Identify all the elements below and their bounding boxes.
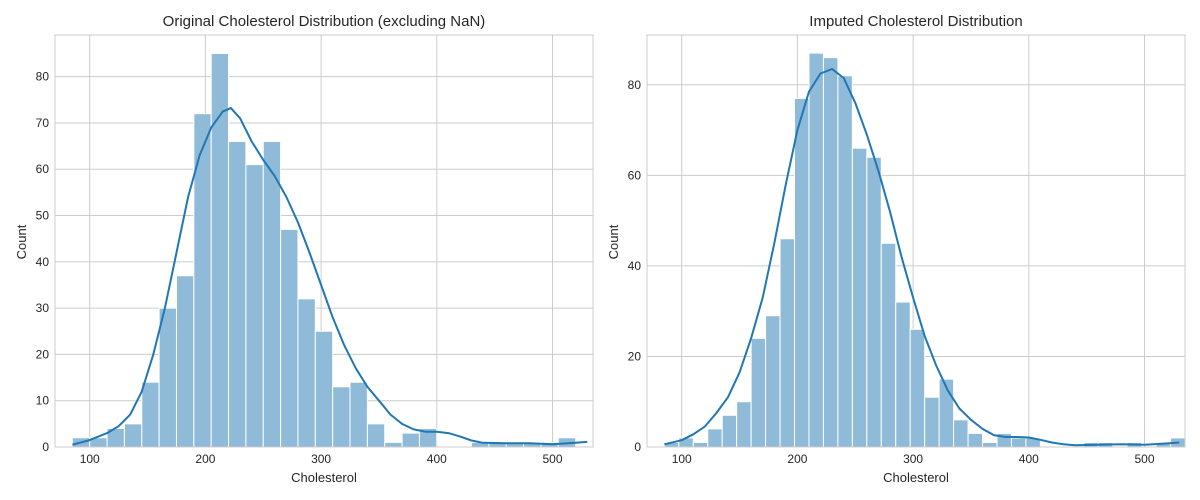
y-tick-label: 60 [36, 162, 50, 176]
histogram-bar [765, 315, 781, 448]
histogram-bar [384, 441, 403, 448]
x-tick-label: 100 [672, 452, 692, 466]
histogram-bar [245, 164, 264, 448]
histogram-bar [297, 298, 316, 448]
histogram-bar [210, 53, 230, 448]
histogram-bar [349, 381, 368, 448]
histogram-bar [808, 52, 824, 448]
histogram-bar [880, 242, 897, 448]
histogram-bar [141, 381, 160, 448]
kde-line [72, 107, 588, 446]
chart-imputed-cholesterol: Imputed Cholesterol Distribution Cholest… [606, 13, 1186, 485]
histogram-bar [953, 419, 969, 448]
histogram-bar [123, 423, 143, 448]
y-tick-label: 20 [628, 349, 642, 363]
x-tick-label: 300 [311, 452, 331, 466]
y-tick-label: 80 [628, 78, 642, 92]
x-tick-label: 200 [195, 452, 215, 466]
y-tick-label: 50 [36, 209, 50, 223]
histogram-bar [851, 147, 868, 448]
histogram-bar [967, 432, 984, 448]
histogram-bar [779, 238, 796, 448]
y-tick-label: 80 [36, 70, 50, 84]
histogram-bar [924, 396, 940, 448]
histogram-bar [314, 330, 334, 448]
histogram-bar [822, 57, 839, 448]
histogram-bar [692, 441, 709, 448]
histogram-bar [736, 401, 752, 448]
y-axis-label: Count [606, 224, 621, 259]
x-tick-label: 300 [903, 452, 923, 466]
x-tick-label: 200 [787, 452, 807, 466]
chart-title: Imputed Cholesterol Distribution [809, 13, 1022, 30]
histogram-bar [332, 386, 351, 448]
x-tick-label: 500 [1134, 452, 1154, 466]
histogram-bar [721, 414, 738, 448]
y-tick-label: 0 [634, 440, 641, 454]
y-tick-label: 20 [36, 347, 50, 361]
histogram-bar [1010, 437, 1027, 448]
plot-frame [646, 34, 1186, 448]
chart-title: Original Cholesterol Distribution (exclu… [163, 13, 486, 30]
x-tick-label: 400 [427, 452, 447, 466]
y-tick-label: 0 [42, 440, 49, 454]
x-tick-label: 100 [80, 452, 100, 466]
x-axis-label: Cholesterol [883, 470, 949, 485]
histogram-bar [982, 441, 998, 448]
histogram-bar [909, 328, 926, 448]
y-tick-label: 40 [36, 255, 50, 269]
histogram-bar [895, 301, 911, 448]
histogram-bar [262, 140, 282, 448]
histogram-bar [837, 75, 853, 448]
histogram-bar [175, 275, 195, 448]
histogram-bar [707, 428, 723, 448]
histogram-bar [401, 432, 420, 448]
histogram-bar [750, 337, 767, 448]
x-tick-label: 500 [542, 452, 562, 466]
chart-original-cholesterol: Original Cholesterol Distribution (exclu… [14, 13, 594, 485]
histogram-bars [663, 52, 1186, 448]
histogram-bar [280, 228, 299, 448]
y-tick-label: 70 [36, 116, 50, 130]
histogram-bar [678, 437, 694, 448]
histogram-bar [794, 97, 810, 448]
x-tick-label: 400 [1019, 452, 1039, 466]
histogram-bar [228, 140, 247, 448]
y-tick-label: 30 [36, 301, 50, 315]
tick-labels: 100 200 300 400 500 0 20 40 60 80 [628, 78, 1155, 466]
kde-line [664, 68, 1180, 447]
histogram-bar [366, 423, 386, 448]
histogram-bar [866, 156, 882, 448]
y-tick-label: 10 [36, 394, 50, 408]
histogram-bars [71, 53, 577, 448]
x-axis-label: Cholesterol [291, 470, 357, 485]
y-axis-label: Count [14, 224, 29, 259]
histogram-bar [158, 307, 177, 448]
plot-frame [54, 34, 594, 448]
tick-labels: 100 200 300 400 500 0 10 20 30 40 50 60 70 80 [36, 70, 563, 466]
y-tick-label: 60 [628, 168, 642, 182]
y-tick-label: 40 [628, 259, 642, 273]
